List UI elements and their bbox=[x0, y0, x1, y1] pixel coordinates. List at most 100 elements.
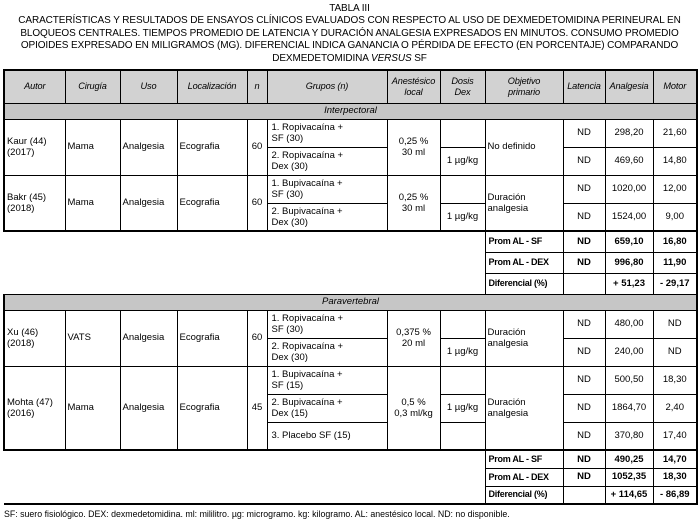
mohta-localizacion: Ecografia bbox=[176, 365, 248, 452]
mohta-motor-2: 2,40 bbox=[652, 393, 698, 423]
kaur-analgesia-1: 298,20 bbox=[604, 118, 654, 148]
xu-analgesia-2: 240,00 bbox=[604, 337, 654, 367]
bakr-uso: Analgesia bbox=[119, 174, 178, 233]
bakr-anestesico: 0,25 % 30 ml bbox=[386, 174, 441, 233]
bakr-objetivo: Duración analgesia bbox=[484, 174, 564, 233]
kaur-autor: Kaur (44) (2017) bbox=[3, 118, 66, 176]
xu-objetivo: Duración analgesia bbox=[484, 309, 564, 367]
xu-motor-1: ND bbox=[652, 309, 698, 339]
xu-dosis-2: 1 µg/kg bbox=[439, 337, 486, 367]
mohta-cirugia: Mama bbox=[64, 365, 121, 452]
mohta-motor-1: 18,30 bbox=[652, 365, 698, 395]
mohta-latencia-2: ND bbox=[562, 393, 606, 423]
section-row-paravertebral: Paravertebral bbox=[3, 293, 698, 311]
para-prom-dex-label: Prom AL - DEX bbox=[484, 467, 564, 487]
col-header-analgesia: Analgesia bbox=[604, 69, 654, 104]
bakr-n: 60 bbox=[246, 174, 268, 233]
study-row-xu-2: 2. Ropivacaína + Dex (30) 1 µg/kg ND 240… bbox=[4, 337, 698, 367]
summary-row-para-diferencial: Diferencial (%) + 114,65 - 86,89 bbox=[4, 485, 698, 506]
col-header-grupos: Grupos (n) bbox=[266, 69, 388, 104]
interp-prom-dex-analgesia: 996,80 bbox=[604, 251, 654, 274]
para-prom-sf-analgesia: 490,25 bbox=[604, 449, 654, 469]
summary-row-interp-diferencial: Diferencial (%) + 51,23 - 29,17 bbox=[4, 272, 698, 295]
para-diferencial-motor: - 86,89 bbox=[652, 485, 698, 506]
study-row-xu-1: Xu (46) (2018) VATS Analgesia Ecografia … bbox=[3, 309, 698, 367]
interp-diferencial-analgesia: + 51,23 bbox=[604, 272, 654, 295]
interp-diferencial-latencia bbox=[562, 272, 606, 295]
kaur-dosis-2: 1 µg/kg bbox=[439, 146, 486, 176]
kaur-uso: Analgesia bbox=[119, 118, 178, 176]
para-diferencial-analgesia: + 114,65 bbox=[604, 485, 654, 506]
bakr-analgesia-1: 1020,00 bbox=[604, 174, 654, 204]
interp-prom-dex-motor: 11,90 bbox=[652, 251, 698, 274]
interp-prom-sf-latencia: ND bbox=[562, 230, 606, 253]
bakr-latencia-1: ND bbox=[562, 174, 606, 204]
study-row-bakr-2: 2. Bupivacaína + Dex (30) 1 µg/kg ND 152… bbox=[4, 202, 698, 233]
xu-autor: Xu (46) (2018) bbox=[3, 309, 66, 367]
interp-prom-sf-label: Prom AL - SF bbox=[484, 230, 564, 253]
kaur-latencia-1: ND bbox=[562, 118, 606, 148]
mohta-autor: Mohta (47) (2016) bbox=[3, 365, 66, 452]
kaur-localizacion: Ecografia bbox=[176, 118, 248, 176]
mohta-objetivo: Duración analgesia bbox=[484, 365, 564, 452]
kaur-grupo-2: 2. Ropivacaína + Dex (30) bbox=[266, 146, 388, 176]
xu-cirugia: VATS bbox=[64, 309, 121, 367]
col-header-localizacion: Localización bbox=[176, 69, 248, 104]
study-row-bakr-1: Bakr (45) (2018) Mama Analgesia Ecografi… bbox=[3, 174, 698, 233]
mohta-dosis-1 bbox=[439, 365, 486, 395]
xu-motor-2: ND bbox=[652, 337, 698, 367]
xu-localizacion: Ecografia bbox=[176, 309, 248, 367]
header-row: Autor Cirugía Uso Localización n Grupos … bbox=[3, 69, 698, 104]
xu-latencia-1: ND bbox=[562, 309, 606, 339]
xu-grupo-1: 1. Ropivacaína + SF (30) bbox=[266, 309, 388, 339]
mohta-n: 45 bbox=[246, 365, 268, 452]
mohta-uso: Analgesia bbox=[119, 365, 178, 452]
bakr-analgesia-2: 1524,00 bbox=[604, 202, 654, 233]
summary-row-interp-prom-dex: Prom AL - DEX ND 996,80 11,90 bbox=[4, 251, 698, 274]
col-header-autor: Autor bbox=[3, 69, 66, 104]
section-label-paravertebral: Paravertebral bbox=[3, 293, 698, 311]
mohta-analgesia-2: 1864,70 bbox=[604, 393, 654, 423]
mohta-grupo-1: 1. Bupivacaína + SF (15) bbox=[266, 365, 388, 395]
mohta-latencia-1: ND bbox=[562, 365, 606, 395]
col-header-objetivo-primario: Objetivo primario bbox=[484, 69, 564, 104]
xu-uso: Analgesia bbox=[119, 309, 178, 367]
kaur-analgesia-2: 469,60 bbox=[604, 146, 654, 176]
col-header-latencia: Latencia bbox=[562, 69, 606, 104]
caption-sf: SF bbox=[411, 52, 427, 64]
mohta-analgesia-3: 370,80 bbox=[604, 421, 654, 452]
table-title-block: TABLA III CARACTERÍSTICAS Y RESULTADOS D… bbox=[3, 3, 696, 65]
summary-row-interp-prom-sf: Prom AL - SF ND 659,10 16,80 bbox=[4, 230, 698, 253]
mohta-analgesia-1: 500,50 bbox=[604, 365, 654, 395]
para-diferencial-latencia bbox=[562, 485, 606, 506]
bakr-autor: Bakr (45) (2018) bbox=[3, 174, 66, 233]
summary-spacer-paravertebral bbox=[4, 450, 485, 506]
study-row-kaur-1: Kaur (44) (2017) Mama Analgesia Ecografi… bbox=[3, 118, 698, 176]
xu-dosis-1 bbox=[439, 309, 486, 339]
mohta-grupo-3: 3. Placebo SF (15) bbox=[266, 421, 388, 452]
table-label: TABLA III bbox=[329, 3, 370, 14]
xu-n: 60 bbox=[246, 309, 268, 367]
bakr-dosis-1 bbox=[439, 174, 486, 204]
bakr-motor-1: 12,00 bbox=[652, 174, 698, 204]
xu-latencia-2: ND bbox=[562, 337, 606, 367]
caption-text: CARACTERÍSTICAS Y RESULTADOS DE ENSAYOS … bbox=[18, 15, 681, 64]
bakr-dosis-2: 1 µg/kg bbox=[439, 202, 486, 233]
interp-prom-sf-motor: 16,80 bbox=[652, 230, 698, 253]
study-row-mohta-3: 3. Placebo SF (15) ND 370,80 17,40 bbox=[4, 421, 698, 452]
interp-prom-sf-analgesia: 659,10 bbox=[604, 230, 654, 253]
bakr-grupo-1: 1. Bupivacaína + SF (30) bbox=[266, 174, 388, 204]
bakr-latencia-2: ND bbox=[562, 202, 606, 233]
para-prom-sf-latencia: ND bbox=[562, 449, 606, 469]
kaur-grupo-1: 1. Ropivacaína + SF (30) bbox=[266, 118, 388, 148]
bakr-motor-2: 9,00 bbox=[652, 202, 698, 233]
kaur-motor-2: 14,80 bbox=[652, 146, 698, 176]
interp-diferencial-motor: - 29,17 bbox=[652, 272, 698, 295]
col-header-n: n bbox=[246, 69, 268, 104]
versus-word: VERSUS bbox=[371, 52, 412, 64]
table-caption: CARACTERÍSTICAS Y RESULTADOS DE ENSAYOS … bbox=[3, 15, 696, 65]
mohta-latencia-3: ND bbox=[562, 421, 606, 452]
kaur-anestesico: 0,25 % 30 ml bbox=[386, 118, 441, 176]
summary-row-para-prom-sf: Prom AL - SF ND 490,25 14,70 bbox=[4, 449, 698, 506]
